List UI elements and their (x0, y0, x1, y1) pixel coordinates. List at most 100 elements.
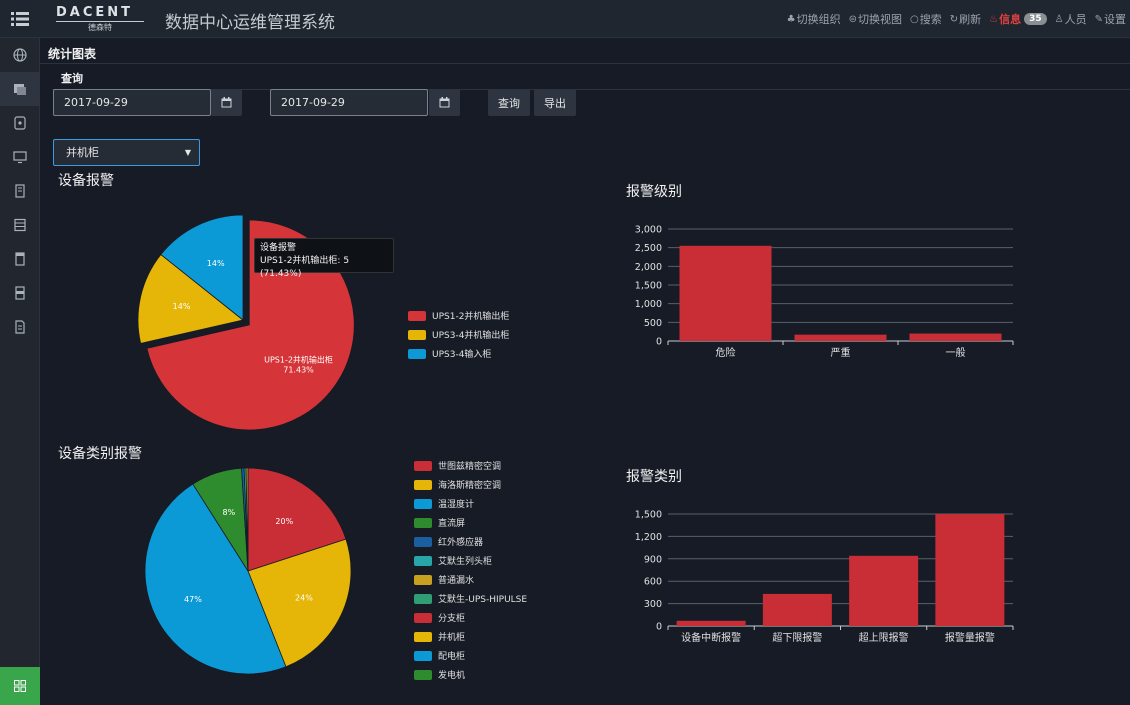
header-action-wrench[interactable]: ✎ 设置 (1095, 11, 1126, 27)
legend-label: 艾默生-UPS-HIPULSE (438, 595, 528, 605)
y-tick-label: 900 (644, 554, 662, 565)
page-title: 统计图表 (48, 47, 97, 61)
bar[interactable] (935, 514, 1005, 626)
legend-label: 发电机 (438, 671, 466, 681)
pie-slice[interactable] (160, 214, 244, 321)
legend-item[interactable]: 红外感应器 (414, 532, 527, 551)
sidebar-item-cabinet[interactable] (0, 174, 40, 208)
menu-toggle-button[interactable] (0, 0, 40, 38)
pie-slice-label: 47% (184, 595, 202, 604)
query-section-label: 查询 (61, 72, 83, 85)
legend-swatch (414, 650, 432, 661)
pie-slice[interactable] (247, 467, 347, 572)
start-date-input[interactable] (53, 89, 211, 116)
end-date-input[interactable] (270, 89, 428, 116)
wrench-icon: ✎ (1094, 13, 1103, 25)
device-type-select[interactable]: 并机柜 ▼ (53, 139, 200, 166)
legend-swatch (414, 669, 432, 680)
pie-slice-label: 14% (207, 259, 225, 268)
export-button[interactable]: 导出 (534, 89, 576, 116)
pie-slice[interactable] (137, 253, 244, 344)
legend-swatch (414, 555, 432, 566)
legend-label: 普通漏水 (438, 576, 475, 586)
bar[interactable] (762, 593, 832, 626)
legend-item[interactable]: UPS3-4输入柜 (408, 344, 509, 363)
alarm-level-bar-chart: 0 500 1,000 1,500 2,000 2,500 3,000 危险 严重 一般 (635, 225, 1014, 359)
divider (40, 63, 1130, 64)
pie-slice[interactable] (144, 483, 287, 675)
legend-swatch (408, 310, 426, 321)
logo-subtext: 德森特 (56, 21, 144, 33)
legend-item[interactable]: 普通漏水 (414, 570, 527, 589)
bar[interactable] (676, 620, 746, 626)
bar[interactable] (849, 555, 919, 626)
document-icon (15, 320, 25, 334)
legend-item[interactable]: 温湿度计 (414, 494, 527, 513)
bar[interactable] (679, 245, 772, 341)
legend-item[interactable]: 配电柜 (414, 646, 527, 665)
header-action-view[interactable]: ⊜ 切换视图 (849, 11, 902, 27)
x-tick-label: 设备中断报警 (681, 631, 741, 644)
sidebar (0, 38, 40, 705)
legend-label: UPS1-2并机输出柜 (432, 312, 510, 322)
app-title: 数据中心运维管理系统 (165, 13, 335, 33)
header-action-user[interactable]: ♙ 人员 (1055, 11, 1087, 27)
apps-grid-button[interactable] (0, 667, 40, 705)
pie-slice-label: 20% (275, 517, 293, 526)
legend-swatch (408, 329, 426, 340)
legend-label: 分支柜 (438, 614, 466, 624)
y-tick-label: 300 (644, 599, 662, 610)
legend-label: 并机柜 (438, 633, 466, 643)
header-action-label: 切换组织 (796, 13, 841, 26)
logo-text: DACENT (56, 5, 134, 20)
sidebar-item-rack-alt[interactable] (0, 276, 40, 310)
header-action-search[interactable]: ○ 搜索 (910, 11, 942, 27)
alarm-type-chart-title: 报警类别 (626, 469, 682, 485)
alarm-level-chart-title: 报警级别 (626, 184, 682, 200)
bar[interactable] (794, 334, 887, 341)
sidebar-item-server-stack[interactable] (0, 72, 40, 106)
header-action-org[interactable]: ♣ 切换组织 (787, 11, 841, 27)
legend-item[interactable]: 世图兹精密空调 (414, 456, 527, 475)
cabinet-icon (15, 184, 25, 198)
sidebar-item-document[interactable] (0, 310, 40, 344)
query-button[interactable]: 查询 (488, 89, 530, 116)
sidebar-item-monitor[interactable] (0, 140, 40, 174)
legend-label: 世图兹精密空调 (438, 462, 502, 472)
legend-swatch (414, 536, 432, 547)
x-tick-label: 报警量报警 (945, 631, 995, 644)
bar[interactable] (909, 333, 1002, 341)
pie-slice[interactable] (245, 467, 249, 572)
grid-icon (14, 680, 26, 692)
notification-count-badge: 35 (1024, 13, 1047, 25)
legend-swatch (414, 631, 432, 642)
end-date-picker-button[interactable] (429, 89, 460, 116)
sidebar-item-database[interactable] (0, 106, 40, 140)
sidebar-item-list[interactable] (0, 208, 40, 242)
pie-slice-label: UPS1-2并机输出柜 (264, 354, 333, 364)
pie-slice-label: 71.43% (283, 365, 314, 374)
legend-item[interactable]: 发电机 (414, 665, 527, 684)
x-tick-label: 超上限报警 (859, 631, 909, 644)
legend-item[interactable]: 海洛斯精密空调 (414, 475, 527, 494)
list-icon (14, 218, 26, 232)
legend-item[interactable]: 艾默生列头柜 (414, 551, 527, 570)
legend-item[interactable]: 艾默生-UPS-HIPULSE (414, 589, 527, 608)
start-date-picker-button[interactable] (211, 89, 242, 116)
header-action-refresh[interactable]: ↻ 刷新 (950, 11, 981, 27)
pie-slice[interactable] (247, 538, 352, 668)
legend-item[interactable]: UPS1-2并机输出柜 (408, 306, 509, 325)
rack-alt-icon (15, 286, 25, 300)
legend-item[interactable]: 直流屏 (414, 513, 527, 532)
legend-item[interactable]: UPS3-4并机输出柜 (408, 325, 509, 344)
legend-swatch (414, 593, 432, 604)
header-action-bell[interactable]: ♨ 信息 35 (989, 11, 1047, 27)
legend-item[interactable]: 并机柜 (414, 627, 527, 646)
legend-item[interactable]: 分支柜 (414, 608, 527, 627)
device-category-chart-title: 设备类别报警 (58, 446, 142, 462)
header-action-label: 搜索 (919, 13, 942, 26)
legend-swatch (414, 517, 432, 528)
sidebar-item-globe[interactable] (0, 38, 40, 72)
sidebar-item-rack[interactable] (0, 242, 40, 276)
